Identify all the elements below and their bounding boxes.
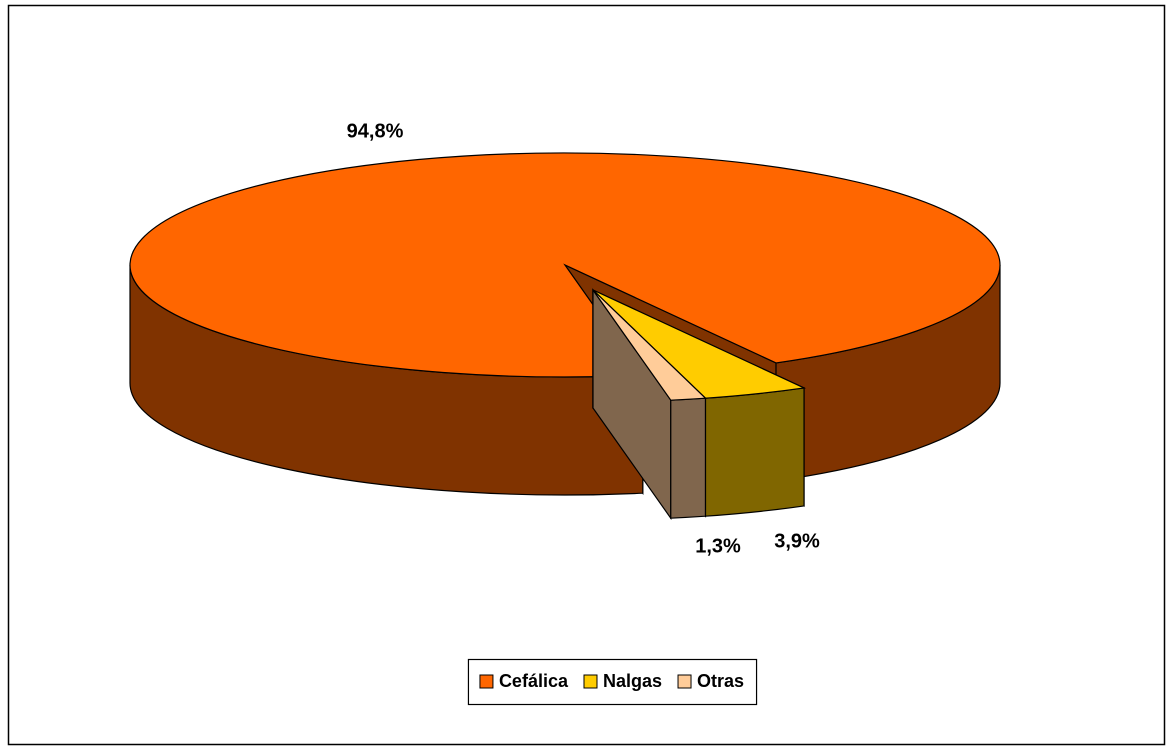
legend-swatch — [583, 674, 598, 689]
legend-box — [467, 658, 758, 706]
data-label: 3,9% — [774, 530, 820, 552]
legend-label: Nalgas — [603, 671, 662, 691]
labels: 94,8% 3,9% 1,3% — [347, 120, 820, 557]
legend-swatch — [677, 674, 692, 689]
slice-side — [670, 397, 707, 519]
pie-slice — [592, 288, 707, 521]
legend-label: Cefálica — [499, 671, 569, 691]
slice-top — [592, 289, 707, 401]
legend: Cefálica Nalgas Otras — [467, 658, 758, 706]
legend-swatch — [479, 674, 494, 689]
data-label: 94,8% — [347, 120, 404, 142]
slice-top — [129, 152, 1001, 378]
data-label: 1,3% — [695, 535, 741, 557]
legend-label: Otras — [697, 671, 744, 691]
pie-slice — [129, 152, 1001, 496]
slice-side — [704, 387, 805, 517]
pie — [129, 152, 1001, 521]
